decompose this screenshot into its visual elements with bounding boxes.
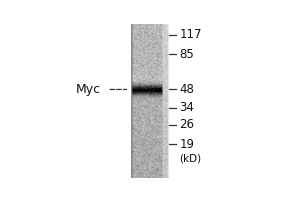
Text: (kD): (kD) xyxy=(179,154,202,164)
Text: 19: 19 xyxy=(179,138,194,151)
Text: 34: 34 xyxy=(179,101,194,114)
Text: 85: 85 xyxy=(179,48,194,61)
Text: 26: 26 xyxy=(179,118,194,131)
Text: Myc: Myc xyxy=(76,83,101,96)
Text: 48: 48 xyxy=(179,83,194,96)
Text: 117: 117 xyxy=(179,28,202,41)
